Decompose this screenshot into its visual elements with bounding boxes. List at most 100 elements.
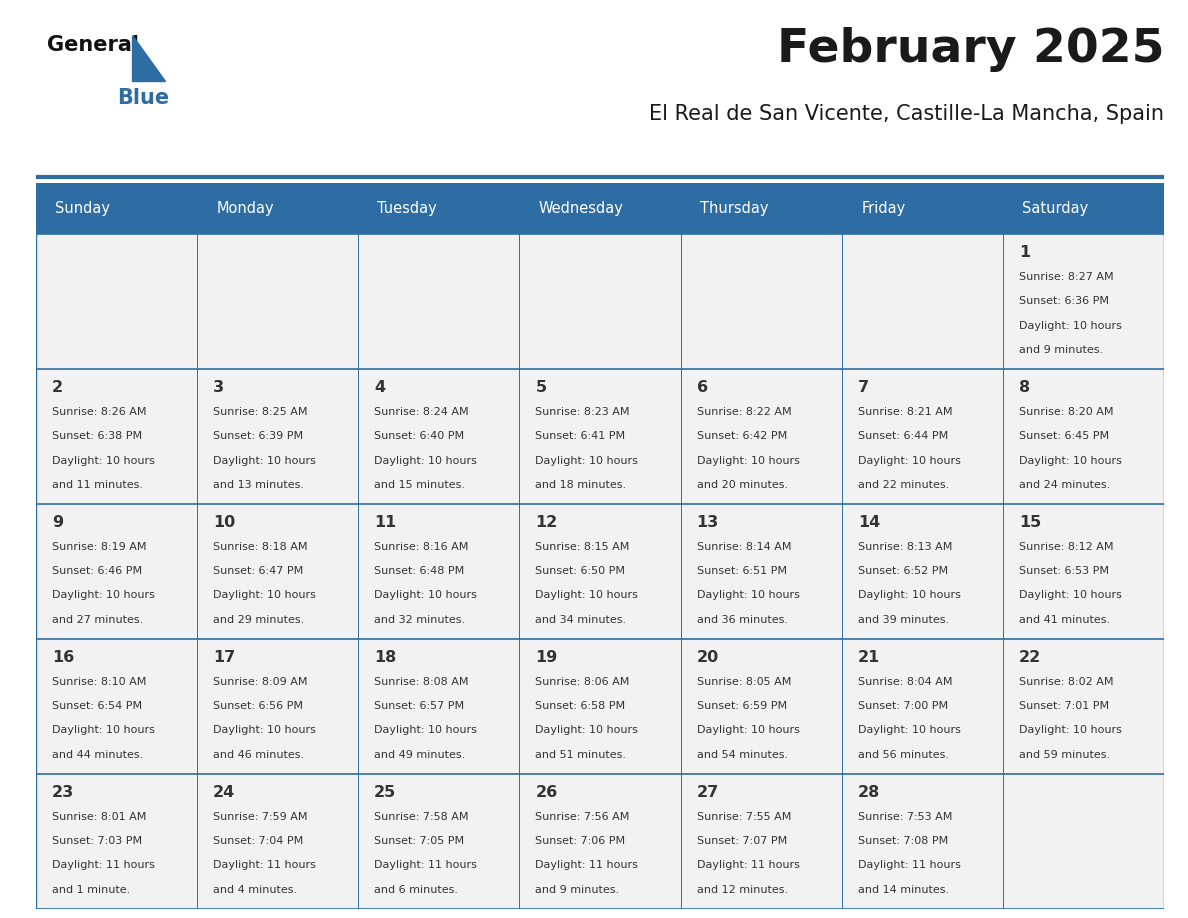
Text: and 49 minutes.: and 49 minutes. — [374, 750, 466, 760]
Text: 19: 19 — [536, 650, 557, 665]
Bar — [36, 639, 1164, 774]
Text: Friday: Friday — [861, 201, 905, 217]
Text: Sunrise: 8:04 AM: Sunrise: 8:04 AM — [858, 677, 953, 687]
Text: Sunset: 6:52 PM: Sunset: 6:52 PM — [858, 566, 948, 577]
Text: El Real de San Vicente, Castille-La Mancha, Spain: El Real de San Vicente, Castille-La Manc… — [649, 104, 1164, 124]
Text: Sunrise: 8:25 AM: Sunrise: 8:25 AM — [213, 407, 308, 417]
Text: and 22 minutes.: and 22 minutes. — [858, 480, 949, 490]
Text: Sunset: 7:05 PM: Sunset: 7:05 PM — [374, 836, 465, 846]
Text: 13: 13 — [696, 515, 719, 530]
Text: and 46 minutes.: and 46 minutes. — [213, 750, 304, 760]
Text: 14: 14 — [858, 515, 880, 530]
Text: Sunset: 6:42 PM: Sunset: 6:42 PM — [696, 431, 786, 442]
Text: Sunrise: 7:59 AM: Sunrise: 7:59 AM — [213, 812, 308, 822]
Text: Daylight: 10 hours: Daylight: 10 hours — [696, 455, 800, 465]
Text: Daylight: 10 hours: Daylight: 10 hours — [52, 725, 154, 735]
Text: Sunset: 6:41 PM: Sunset: 6:41 PM — [536, 431, 626, 442]
Text: Sunset: 6:59 PM: Sunset: 6:59 PM — [696, 701, 786, 711]
Text: and 12 minutes.: and 12 minutes. — [696, 885, 788, 894]
Text: Daylight: 10 hours: Daylight: 10 hours — [1019, 320, 1121, 330]
Text: 5: 5 — [536, 380, 546, 395]
Text: and 24 minutes.: and 24 minutes. — [1019, 480, 1111, 490]
Text: Sunrise: 7:58 AM: Sunrise: 7:58 AM — [374, 812, 469, 822]
Text: and 41 minutes.: and 41 minutes. — [1019, 615, 1111, 625]
Text: Daylight: 10 hours: Daylight: 10 hours — [52, 455, 154, 465]
Text: 2: 2 — [52, 380, 63, 395]
Text: 8: 8 — [1019, 380, 1030, 395]
Text: and 32 minutes.: and 32 minutes. — [374, 615, 466, 625]
Text: Daylight: 10 hours: Daylight: 10 hours — [696, 590, 800, 600]
Text: Sunset: 6:44 PM: Sunset: 6:44 PM — [858, 431, 948, 442]
Text: Sunrise: 7:56 AM: Sunrise: 7:56 AM — [536, 812, 630, 822]
Text: Sunset: 6:36 PM: Sunset: 6:36 PM — [1019, 297, 1110, 307]
Text: 17: 17 — [213, 650, 235, 665]
Text: Daylight: 11 hours: Daylight: 11 hours — [374, 860, 478, 870]
Text: and 13 minutes.: and 13 minutes. — [213, 480, 304, 490]
Text: and 20 minutes.: and 20 minutes. — [696, 480, 788, 490]
Text: Sunrise: 8:19 AM: Sunrise: 8:19 AM — [52, 542, 146, 552]
Text: 12: 12 — [536, 515, 557, 530]
Text: Daylight: 10 hours: Daylight: 10 hours — [1019, 455, 1121, 465]
Text: Daylight: 11 hours: Daylight: 11 hours — [858, 860, 961, 870]
Bar — [36, 774, 1164, 909]
Text: Saturday: Saturday — [1023, 201, 1088, 217]
Text: 11: 11 — [374, 515, 397, 530]
Text: Sunset: 6:53 PM: Sunset: 6:53 PM — [1019, 566, 1110, 577]
Text: Sunrise: 8:12 AM: Sunrise: 8:12 AM — [1019, 542, 1113, 552]
Text: Sunset: 6:45 PM: Sunset: 6:45 PM — [1019, 431, 1110, 442]
Text: 24: 24 — [213, 785, 235, 800]
Text: 6: 6 — [696, 380, 708, 395]
Text: and 9 minutes.: and 9 minutes. — [536, 885, 620, 894]
Text: 28: 28 — [858, 785, 880, 800]
Text: February 2025: February 2025 — [777, 27, 1164, 72]
Text: Sunset: 7:03 PM: Sunset: 7:03 PM — [52, 836, 141, 846]
Text: Daylight: 11 hours: Daylight: 11 hours — [696, 860, 800, 870]
Text: 26: 26 — [536, 785, 557, 800]
Text: Sunrise: 7:55 AM: Sunrise: 7:55 AM — [696, 812, 791, 822]
Text: Sunrise: 8:23 AM: Sunrise: 8:23 AM — [536, 407, 630, 417]
Text: Daylight: 11 hours: Daylight: 11 hours — [213, 860, 316, 870]
Text: 22: 22 — [1019, 650, 1042, 665]
Text: and 59 minutes.: and 59 minutes. — [1019, 750, 1111, 760]
Text: Sunset: 6:51 PM: Sunset: 6:51 PM — [696, 566, 786, 577]
Text: Sunset: 6:56 PM: Sunset: 6:56 PM — [213, 701, 303, 711]
Text: 4: 4 — [374, 380, 385, 395]
Text: and 15 minutes.: and 15 minutes. — [374, 480, 466, 490]
Text: and 29 minutes.: and 29 minutes. — [213, 615, 304, 625]
Text: Sunset: 7:07 PM: Sunset: 7:07 PM — [696, 836, 786, 846]
Text: 9: 9 — [52, 515, 63, 530]
Text: Sunrise: 8:22 AM: Sunrise: 8:22 AM — [696, 407, 791, 417]
Text: Daylight: 10 hours: Daylight: 10 hours — [213, 455, 316, 465]
Text: Sunset: 6:58 PM: Sunset: 6:58 PM — [536, 701, 626, 711]
Text: 21: 21 — [858, 650, 880, 665]
Text: Daylight: 10 hours: Daylight: 10 hours — [374, 455, 478, 465]
Text: and 6 minutes.: and 6 minutes. — [374, 885, 459, 894]
Text: and 11 minutes.: and 11 minutes. — [52, 480, 143, 490]
Text: Sunrise: 8:24 AM: Sunrise: 8:24 AM — [374, 407, 469, 417]
Text: and 34 minutes.: and 34 minutes. — [536, 615, 626, 625]
Text: Daylight: 10 hours: Daylight: 10 hours — [536, 725, 638, 735]
Text: Sunset: 6:47 PM: Sunset: 6:47 PM — [213, 566, 303, 577]
Text: Daylight: 10 hours: Daylight: 10 hours — [696, 725, 800, 735]
Text: Daylight: 11 hours: Daylight: 11 hours — [52, 860, 154, 870]
Text: Daylight: 10 hours: Daylight: 10 hours — [858, 590, 961, 600]
Text: General: General — [48, 35, 139, 55]
Text: Sunset: 7:06 PM: Sunset: 7:06 PM — [536, 836, 626, 846]
Text: Daylight: 10 hours: Daylight: 10 hours — [536, 455, 638, 465]
Bar — [36, 234, 1164, 369]
Text: 3: 3 — [213, 380, 225, 395]
Text: Daylight: 10 hours: Daylight: 10 hours — [536, 590, 638, 600]
Text: Sunday: Sunday — [55, 201, 110, 217]
Text: Sunset: 6:46 PM: Sunset: 6:46 PM — [52, 566, 141, 577]
Text: Sunset: 7:04 PM: Sunset: 7:04 PM — [213, 836, 303, 846]
Text: Blue: Blue — [116, 87, 169, 107]
Text: Sunrise: 8:05 AM: Sunrise: 8:05 AM — [696, 677, 791, 687]
Text: Daylight: 10 hours: Daylight: 10 hours — [213, 725, 316, 735]
Text: Daylight: 10 hours: Daylight: 10 hours — [858, 455, 961, 465]
Text: 10: 10 — [213, 515, 235, 530]
Text: Daylight: 10 hours: Daylight: 10 hours — [374, 725, 478, 735]
Text: Sunset: 6:40 PM: Sunset: 6:40 PM — [374, 431, 465, 442]
Text: Sunset: 6:50 PM: Sunset: 6:50 PM — [536, 566, 625, 577]
Text: 7: 7 — [858, 380, 870, 395]
Text: Sunrise: 8:08 AM: Sunrise: 8:08 AM — [374, 677, 469, 687]
